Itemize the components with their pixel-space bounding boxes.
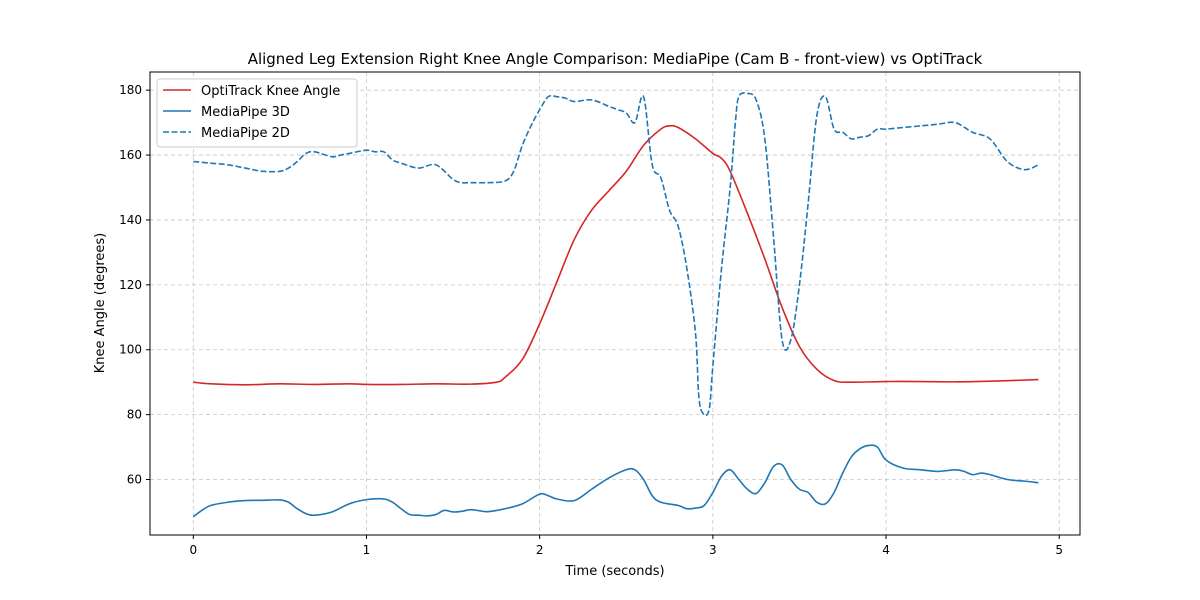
legend-label: MediaPipe 2D [201, 126, 290, 141]
y-tick-label: 80 [127, 408, 142, 422]
series-layer [192, 92, 1039, 518]
series-line-mediapipe-2d [193, 92, 1039, 417]
x-tick-label: 2 [536, 543, 544, 557]
chart-title: Aligned Leg Extension Right Knee Angle C… [248, 50, 983, 68]
y-tick-label: 120 [119, 278, 142, 292]
y-axis-label: Knee Angle (degrees) [93, 233, 108, 374]
series-line-optitrack-knee-angle [193, 124, 1039, 386]
y-tick-label: 160 [119, 148, 142, 162]
series-line-mediapipe-3d [192, 444, 1039, 518]
y-tick-label: 100 [119, 343, 142, 357]
x-tick-label: 3 [709, 543, 717, 557]
tick-layer: 0 1 2 3 4 5 60 80 100 120 140 160 180 [119, 83, 1063, 557]
x-tick-label: 5 [1055, 543, 1063, 557]
x-tick-label: 1 [363, 543, 371, 557]
x-axis-label: Time (seconds) [564, 564, 664, 579]
x-tick-label: 4 [882, 543, 890, 557]
y-tick-label: 60 [127, 473, 142, 487]
y-tick-label: 180 [119, 83, 142, 97]
legend-box [156, 78, 358, 148]
legend: OptiTrack Knee Angle MediaPipe 3D MediaPip… [156, 78, 358, 148]
plot-frame [149, 71, 1081, 536]
x-tick-label: 0 [189, 543, 197, 557]
legend-label: OptiTrack Knee Angle [201, 84, 340, 99]
y-tick-label: 140 [119, 213, 142, 227]
legend-label: MediaPipe 3D [201, 105, 290, 120]
